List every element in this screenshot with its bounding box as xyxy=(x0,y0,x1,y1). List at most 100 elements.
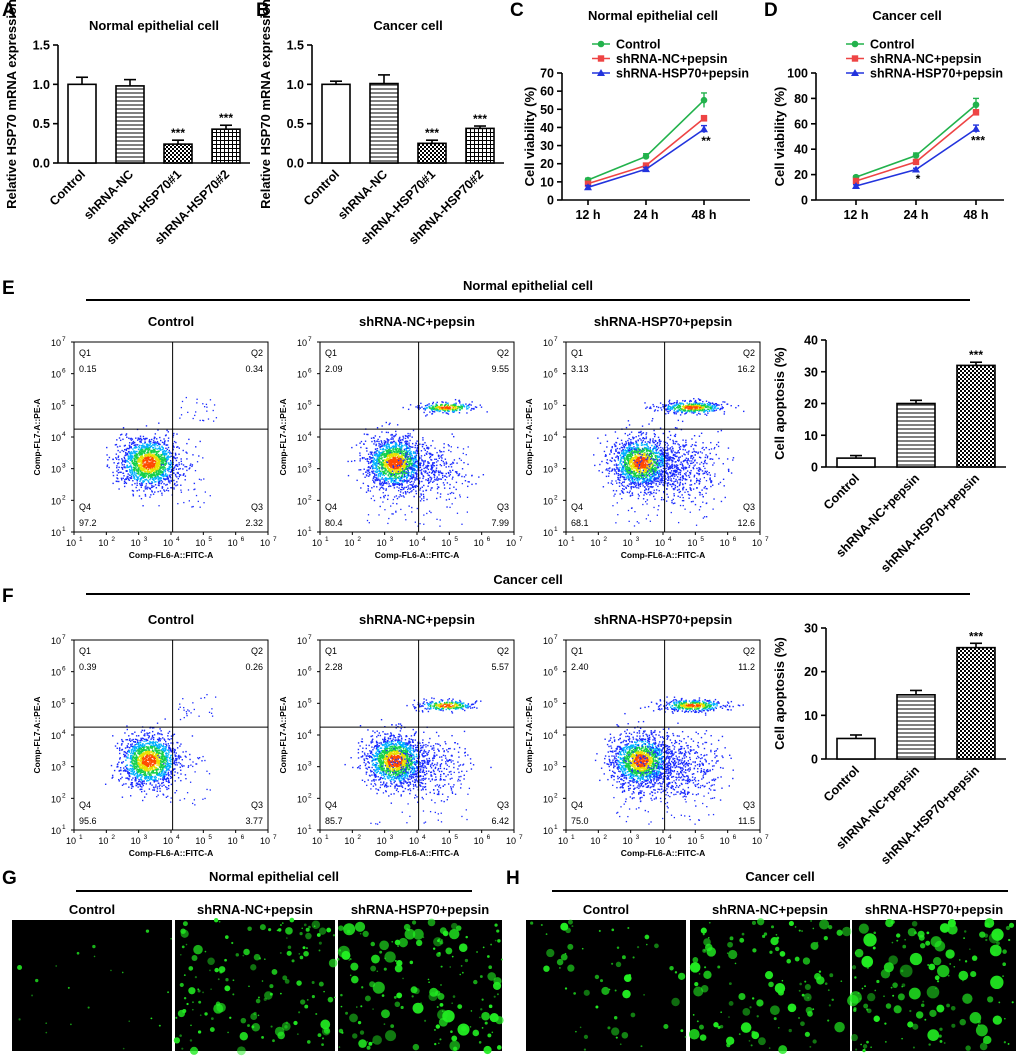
flow-dot xyxy=(141,461,143,463)
y-tick-label: 60 xyxy=(794,117,808,131)
flow-dot xyxy=(400,462,403,464)
flow-dot xyxy=(408,467,410,469)
flow-dot xyxy=(146,458,148,460)
flow-dot xyxy=(388,517,390,520)
flow-dot xyxy=(153,451,155,454)
flow-dot xyxy=(623,461,626,463)
flow-dot xyxy=(169,476,172,478)
flow-dot xyxy=(375,463,377,466)
flow-dot xyxy=(135,437,137,439)
flow-dot xyxy=(391,445,394,448)
flow-dot xyxy=(142,450,144,453)
flow-dot xyxy=(172,442,174,445)
flow-dot xyxy=(149,463,151,465)
flow-dot xyxy=(625,468,627,470)
flow-dot xyxy=(626,473,629,475)
flow-dot xyxy=(136,476,138,478)
flow-dot xyxy=(419,489,421,491)
flow-dot xyxy=(416,470,418,472)
flow-dot xyxy=(389,471,391,474)
flow-dot xyxy=(371,451,373,453)
flow-dot xyxy=(164,469,166,472)
flow-dot xyxy=(639,474,642,477)
flow-dot xyxy=(393,451,395,453)
flow-dot xyxy=(153,475,155,477)
flow-dot xyxy=(645,465,647,468)
flow-dot xyxy=(392,484,394,486)
flow-dot xyxy=(455,403,457,406)
flow-dot xyxy=(449,506,451,509)
flow-dot xyxy=(173,488,175,490)
flow-dot xyxy=(378,473,380,475)
flow-dot xyxy=(378,436,381,438)
flow-dot xyxy=(389,477,392,479)
flow-dot xyxy=(415,492,418,495)
flow-dot xyxy=(157,464,160,467)
flow-dot xyxy=(136,461,138,463)
flow-dot xyxy=(428,405,430,408)
flow-dot xyxy=(447,471,450,474)
flow-dot xyxy=(144,488,147,490)
flow-dot xyxy=(369,467,372,470)
flow-dot xyxy=(396,463,398,466)
flow-dot xyxy=(116,470,118,472)
flow-dot xyxy=(140,474,142,477)
flow-dot xyxy=(412,483,415,485)
flow-dot xyxy=(121,464,124,466)
flow-dot xyxy=(385,482,388,484)
bar xyxy=(896,694,936,760)
flow-dot xyxy=(449,408,451,411)
flow-dot xyxy=(355,444,358,446)
flow-dot xyxy=(408,491,410,494)
flow-dot xyxy=(377,478,380,480)
flow-dot xyxy=(446,412,448,415)
flow-dot xyxy=(404,441,406,443)
flow-dot xyxy=(150,445,153,448)
y-tick-label: 0.5 xyxy=(33,117,50,131)
flow-dot xyxy=(165,463,167,465)
flow-dot xyxy=(407,469,409,472)
flow-dot xyxy=(424,459,426,462)
flow-dot xyxy=(662,463,664,465)
flow-dot xyxy=(375,443,377,446)
flow-dot xyxy=(391,433,393,436)
flow-dot xyxy=(632,482,635,484)
flow-dot xyxy=(443,408,446,411)
flow-dot xyxy=(400,460,402,463)
flow-dot xyxy=(144,441,146,443)
flow-dot xyxy=(162,474,164,477)
flow-dot xyxy=(378,454,381,457)
flow-dot xyxy=(470,409,472,411)
flow-dot xyxy=(166,453,168,455)
flow-dot xyxy=(402,469,404,471)
flow-dot xyxy=(395,464,398,467)
flow-dot xyxy=(367,485,370,488)
flow-dot xyxy=(212,420,215,422)
flow-dot xyxy=(158,454,160,457)
flow-dot xyxy=(135,445,137,447)
flow-dot xyxy=(404,490,407,493)
flow-dot xyxy=(420,469,422,472)
flow-dot xyxy=(440,403,442,406)
flow-dot xyxy=(389,485,391,487)
flow-dot xyxy=(400,456,402,458)
flow-dot xyxy=(619,462,621,464)
flow-dot xyxy=(378,462,380,465)
y-tick-label: 100 xyxy=(787,67,808,81)
flow-dot xyxy=(440,478,443,480)
flow-dot xyxy=(378,479,381,481)
flow-dot xyxy=(673,458,676,460)
flow-dot xyxy=(478,476,480,478)
flow-dot xyxy=(633,483,636,486)
flow-dot xyxy=(386,445,388,448)
flow-dot xyxy=(167,440,169,442)
flow-dot xyxy=(122,472,124,474)
flow-dot xyxy=(379,443,382,446)
flow-dot xyxy=(418,457,421,460)
flow-dot xyxy=(431,402,434,405)
flow-dot xyxy=(433,411,436,413)
flow-dot xyxy=(151,438,153,441)
